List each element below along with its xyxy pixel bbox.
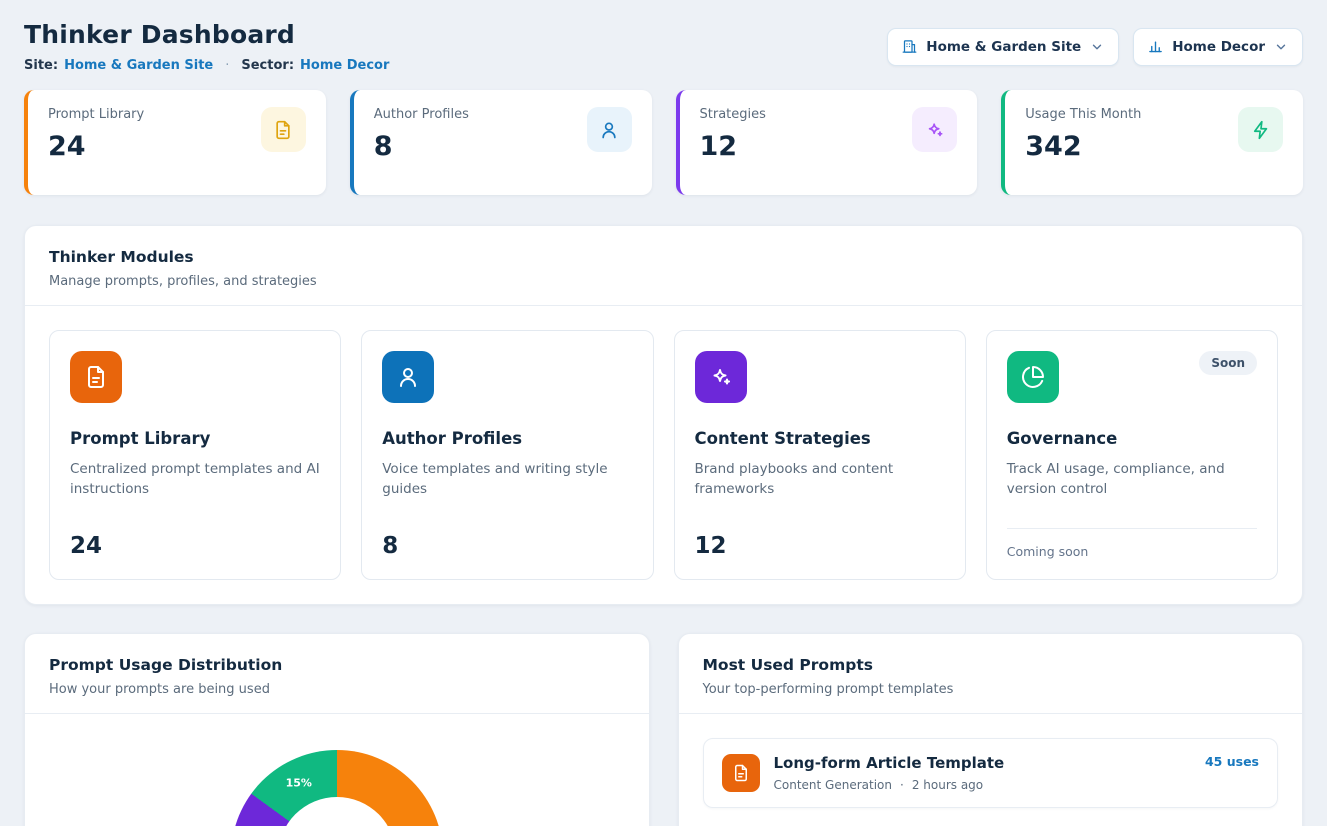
soon-badge: Soon — [1199, 351, 1257, 375]
document-icon — [70, 351, 122, 403]
stat-value: 342 — [1025, 131, 1141, 162]
site-link[interactable]: Home & Garden Site — [64, 58, 213, 73]
sector-selector-dropdown[interactable]: Home Decor — [1133, 28, 1303, 66]
donut-segment-label: 15% — [286, 777, 312, 790]
coming-soon-text: Coming soon — [1007, 528, 1257, 559]
thinker-modules-panel: Thinker Modules Manage prompts, profiles… — [24, 225, 1303, 605]
module-top — [70, 351, 320, 403]
stat-label: Prompt Library — [48, 107, 144, 122]
prompt-item-time: 2 hours ago — [912, 778, 983, 792]
module-title: Author Profiles — [382, 429, 632, 448]
prompt-item-separator: · — [900, 778, 904, 792]
prompt-item-main: Long-form Article Template Content Gener… — [774, 754, 1191, 792]
document-icon — [722, 754, 760, 792]
prompts-panel-header: Most Used Prompts Your top-performing pr… — [679, 634, 1303, 713]
prompt-item-title: Long-form Article Template — [774, 754, 1191, 772]
site-label: Site: — [24, 58, 58, 73]
module-card-author-profiles[interactable]: Author Profiles Voice templates and writ… — [361, 330, 653, 580]
header-left: Thinker Dashboard Site: Home & Garden Si… — [24, 20, 389, 73]
sector-selector-label: Home Decor — [1172, 39, 1265, 55]
stat-label: Strategies — [700, 107, 766, 122]
module-description: Centralized prompt templates and AI inst… — [70, 459, 320, 500]
module-title: Content Strategies — [695, 429, 945, 448]
module-description: Voice templates and writing style guides — [382, 459, 632, 500]
chevron-down-icon — [1274, 40, 1288, 54]
breadcrumb: Site: Home & Garden Site · Sector: Home … — [24, 58, 389, 73]
stat-card-usage: Usage This Month 342 — [1001, 90, 1303, 195]
stat-value: 8 — [374, 131, 469, 162]
module-value: 12 — [695, 533, 945, 559]
stat-card-prompt-library: Prompt Library 24 — [24, 90, 326, 195]
module-top: Soon — [1007, 351, 1257, 403]
stat-text: Strategies 12 — [700, 107, 766, 162]
list-item[interactable]: Long-form Article Template Content Gener… — [703, 738, 1279, 808]
pie-chart-icon — [1007, 351, 1059, 403]
bottom-row: Prompt Usage Distribution How your promp… — [24, 633, 1303, 826]
stat-label: Author Profiles — [374, 107, 469, 122]
usage-panel-subtitle: How your prompts are being used — [49, 682, 625, 697]
usage-distribution-panel: Prompt Usage Distribution How your promp… — [24, 633, 650, 826]
bar-chart-icon — [1148, 39, 1163, 54]
prompts-list: Long-form Article Template Content Gener… — [679, 714, 1303, 826]
site-selector-dropdown[interactable]: Home & Garden Site — [887, 28, 1119, 66]
most-used-prompts-panel: Most Used Prompts Your top-performing pr… — [678, 633, 1304, 826]
usage-panel-title: Prompt Usage Distribution — [49, 656, 625, 674]
header-actions: Home & Garden Site Home Decor — [887, 28, 1303, 66]
module-value: 8 — [382, 533, 632, 559]
module-description: Track AI usage, compliance, and version … — [1007, 459, 1257, 500]
stat-text: Usage This Month 342 — [1025, 107, 1141, 162]
person-icon — [587, 107, 632, 152]
prompt-item-uses-badge: 45 uses — [1205, 754, 1259, 769]
prompts-panel-subtitle: Your top-performing prompt templates — [703, 682, 1279, 697]
module-title: Governance — [1007, 429, 1257, 448]
module-top — [382, 351, 632, 403]
modules-panel-header: Thinker Modules Manage prompts, profiles… — [25, 226, 1302, 305]
stat-value: 12 — [700, 131, 766, 162]
person-icon — [382, 351, 434, 403]
module-card-prompt-library[interactable]: Prompt Library Centralized prompt templa… — [49, 330, 341, 580]
chevron-down-icon — [1090, 40, 1104, 54]
module-description: Brand playbooks and content frameworks — [695, 459, 945, 500]
stats-row: Prompt Library 24 Author Profiles 8 Stra… — [24, 90, 1303, 195]
usage-panel-header: Prompt Usage Distribution How your promp… — [25, 634, 649, 713]
usage-donut: 15% — [231, 750, 443, 826]
module-card-content-strategies[interactable]: Content Strategies Brand playbooks and c… — [674, 330, 966, 580]
site-selector-label: Home & Garden Site — [926, 39, 1081, 55]
module-value: 24 — [70, 533, 320, 559]
meta-separator: · — [225, 58, 229, 73]
chart-area: 15% — [25, 714, 649, 826]
stat-label: Usage This Month — [1025, 107, 1141, 122]
stat-value: 24 — [48, 131, 144, 162]
dashboard-page: Thinker Dashboard Site: Home & Garden Si… — [0, 0, 1327, 826]
module-top — [695, 351, 945, 403]
modules-grid: Prompt Library Centralized prompt templa… — [25, 306, 1302, 604]
modules-panel-title: Thinker Modules — [49, 248, 1278, 266]
sparkle-star-icon — [695, 351, 747, 403]
modules-panel-subtitle: Manage prompts, profiles, and strategies — [49, 274, 1278, 289]
page-title: Thinker Dashboard — [24, 20, 389, 49]
page-header: Thinker Dashboard Site: Home & Garden Si… — [24, 20, 1303, 73]
lightning-icon — [1238, 107, 1283, 152]
stat-text: Author Profiles 8 — [374, 107, 469, 162]
building-icon — [902, 39, 917, 54]
stat-card-author-profiles: Author Profiles 8 — [350, 90, 652, 195]
sparkle-star-icon — [912, 107, 957, 152]
sector-link[interactable]: Home Decor — [300, 58, 389, 73]
sector-label: Sector: — [241, 58, 294, 73]
prompts-panel-title: Most Used Prompts — [703, 656, 1279, 674]
module-title: Prompt Library — [70, 429, 320, 448]
module-card-governance[interactable]: Soon Governance Track AI usage, complian… — [986, 330, 1278, 580]
prompt-item-category: Content Generation — [774, 778, 892, 792]
stat-card-strategies: Strategies 12 — [676, 90, 978, 195]
prompt-item-sub: Content Generation · 2 hours ago — [774, 778, 1191, 792]
document-icon — [261, 107, 306, 152]
stat-text: Prompt Library 24 — [48, 107, 144, 162]
